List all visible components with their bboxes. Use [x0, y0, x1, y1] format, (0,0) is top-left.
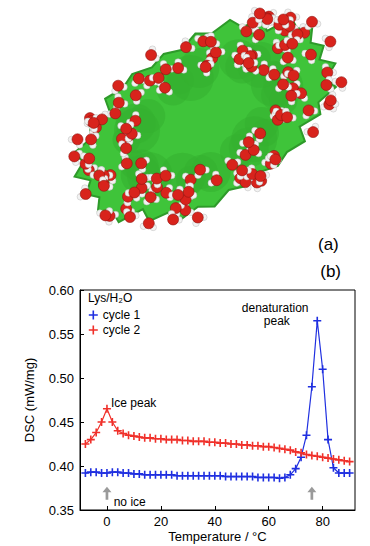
svg-text:40: 40: [208, 514, 222, 529]
svg-text:60: 60: [261, 514, 275, 529]
svg-text:0.35: 0.35: [49, 503, 74, 518]
svg-text:Ice peak: Ice peak: [111, 396, 157, 410]
svg-text:Lys/H₂O: Lys/H₂O: [88, 291, 132, 305]
svg-text:0.45: 0.45: [49, 415, 74, 430]
svg-text:(a): (a): [318, 235, 339, 254]
svg-text:peak: peak: [264, 314, 291, 328]
svg-text:cycle 1: cycle 1: [103, 308, 141, 322]
svg-text:80: 80: [315, 514, 329, 529]
svg-text:cycle 2: cycle 2: [103, 323, 141, 337]
svg-text:0.40: 0.40: [49, 459, 74, 474]
svg-text:0: 0: [103, 514, 110, 529]
svg-text:no ice: no ice: [114, 495, 146, 509]
svg-text:denaturation: denaturation: [242, 301, 312, 315]
svg-text:0.50: 0.50: [49, 371, 74, 386]
svg-text:0.60: 0.60: [49, 283, 74, 298]
svg-text:20: 20: [154, 514, 168, 529]
svg-text:0.55: 0.55: [49, 327, 74, 342]
svg-text:DSC (mW/mg): DSC (mW/mg): [22, 358, 37, 443]
svg-text:Temperature / °C: Temperature / °C: [168, 529, 266, 544]
svg-text:(b): (b): [320, 262, 341, 281]
